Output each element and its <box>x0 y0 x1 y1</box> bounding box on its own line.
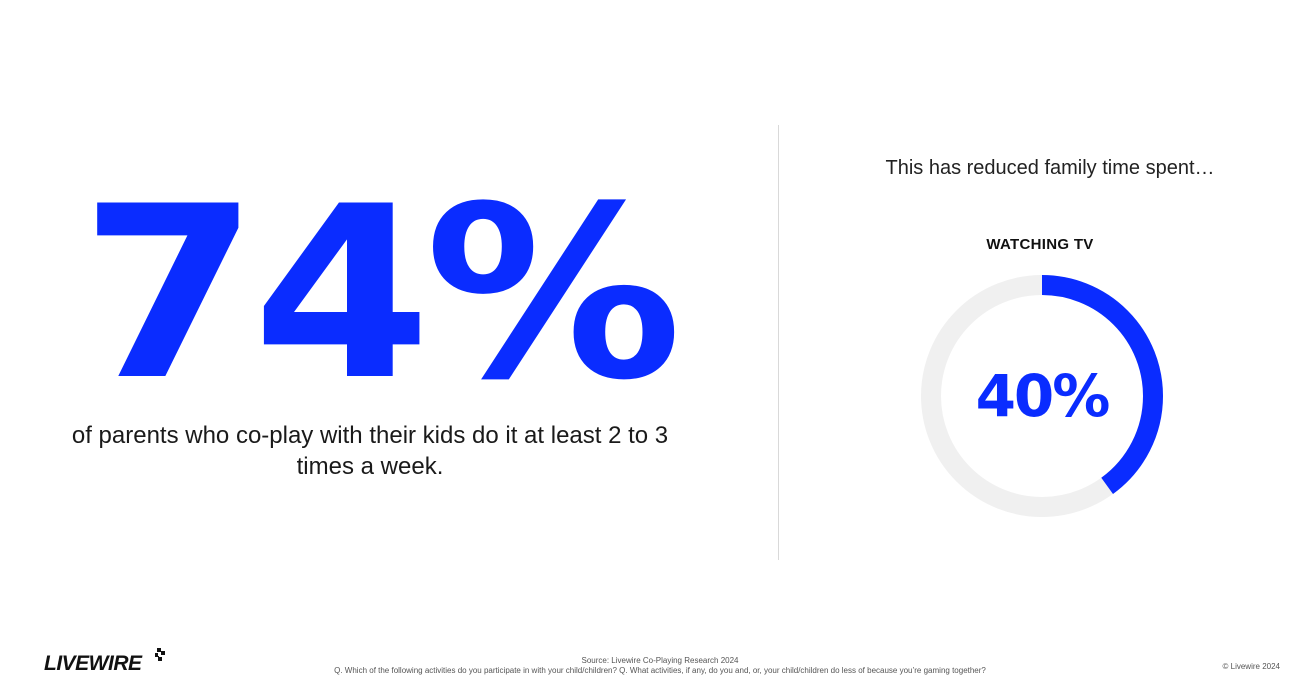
donut-chart <box>921 275 1163 517</box>
logo-text: LIVEWIRE <box>44 652 142 675</box>
main-stat-caption: of parents who co-play with their kids d… <box>71 422 669 480</box>
donut-fill <box>921 275 1163 517</box>
source-text: Source: Livewire Co-Playing Research 202… <box>581 656 739 665</box>
right-panel-title: This has reduced family time spent… <box>885 157 1215 179</box>
livewire-logo: LIVEWIRE <box>44 648 169 678</box>
question-text: Q. Which of the following activities do … <box>334 666 986 675</box>
donut-category-label: WATCHING TV <box>986 236 1094 253</box>
copyright-text: © Livewire 2024 <box>1222 662 1280 671</box>
donut-value: 40% <box>975 362 1111 430</box>
logo-pixel-icon <box>155 648 165 661</box>
divider <box>778 125 779 560</box>
main-stat-value: 74% <box>80 156 682 433</box>
